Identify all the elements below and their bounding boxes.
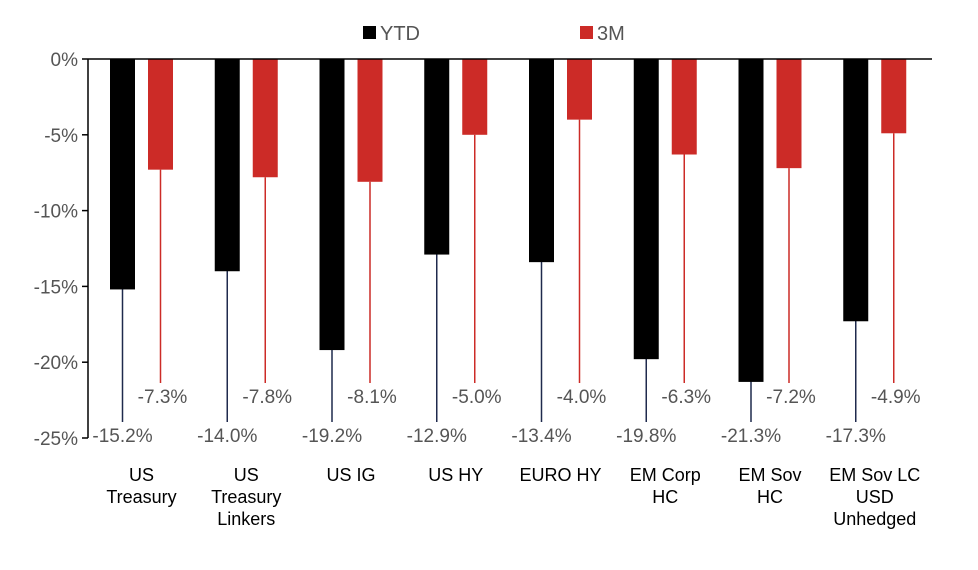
data-label-ytd: -19.8%	[616, 426, 676, 447]
bar-3m-7	[776, 59, 802, 169]
data-label-ytd: -12.9%	[407, 426, 467, 447]
data-labels: -15.2% -7.3% -14.0% -7.8% -19.2% -8.1% -12.9% -…	[92, 387, 920, 447]
bar-ytd-8	[843, 59, 869, 322]
data-label-3m: -7.2%	[766, 387, 816, 408]
data-label-3m: -4.9%	[871, 387, 921, 408]
category-label: USD	[856, 487, 894, 507]
category-label: EM Sov LC	[829, 465, 920, 485]
legend-swatch-ytd	[363, 26, 376, 39]
category-label: EM Sov	[738, 465, 801, 485]
bar-ytd-1	[110, 59, 135, 290]
bar-ytd-2	[214, 59, 240, 272]
bar-3m-8	[881, 59, 907, 134]
y-tick-label: -15%	[34, 277, 78, 298]
category-label: Treasury	[106, 487, 176, 507]
bar-ytd-5	[529, 59, 554, 263]
data-label-3m: -8.1%	[347, 387, 397, 408]
category-label: US IG	[326, 465, 375, 485]
bar-ytd-7	[738, 59, 764, 382]
y-tick-label: -25%	[34, 429, 78, 450]
bar-3m-4	[462, 59, 488, 135]
data-label-3m: -6.3%	[661, 387, 711, 408]
bar-3m-1	[148, 59, 173, 170]
data-label-3m: -5.0%	[452, 387, 502, 408]
data-label-3m: -7.3%	[138, 387, 188, 408]
category-label: Treasury	[211, 487, 281, 507]
data-label-3m: -7.8%	[242, 387, 292, 408]
category-label: HC	[757, 487, 783, 507]
category-label: EM Corp	[630, 465, 701, 485]
y-tick-label: 0%	[51, 50, 79, 71]
category-label: Linkers	[217, 509, 275, 529]
data-label-ytd: -15.2%	[92, 426, 152, 447]
y-tick-label: -5%	[44, 126, 78, 147]
y-tick-label: -20%	[34, 353, 78, 374]
category-label: Unhedged	[833, 509, 916, 529]
data-label-ytd: -19.2%	[302, 426, 362, 447]
bar-ytd-4	[424, 59, 450, 255]
category-label: US	[129, 465, 154, 485]
bar-3m-3	[357, 59, 383, 182]
category-label: US HY	[428, 465, 483, 485]
bar-3m-5	[567, 59, 592, 120]
category-label: EURO HY	[519, 465, 601, 485]
legend-label-ytd: YTD	[380, 23, 420, 45]
bar-3m-2	[252, 59, 278, 178]
bar-ytd-6	[633, 59, 659, 360]
legend-swatch-3m	[580, 26, 593, 39]
legend-label-3m: 3M	[597, 23, 625, 45]
bar-ytd-3	[319, 59, 345, 351]
category-label: US	[234, 465, 259, 485]
bars	[110, 59, 907, 382]
y-tick-label: -10%	[34, 202, 78, 223]
data-label-ytd: -13.4%	[511, 426, 571, 447]
y-axis: 0% -5% -10% -15% -20% -25%	[34, 50, 89, 450]
data-label-ytd: -17.3%	[826, 426, 886, 447]
data-label-ytd: -21.3%	[721, 426, 781, 447]
bar-3m-6	[671, 59, 697, 155]
data-label-ytd: -14.0%	[197, 426, 257, 447]
data-label-3m: -4.0%	[557, 387, 607, 408]
legend: YTD 3M	[363, 23, 625, 45]
category-label: HC	[652, 487, 678, 507]
